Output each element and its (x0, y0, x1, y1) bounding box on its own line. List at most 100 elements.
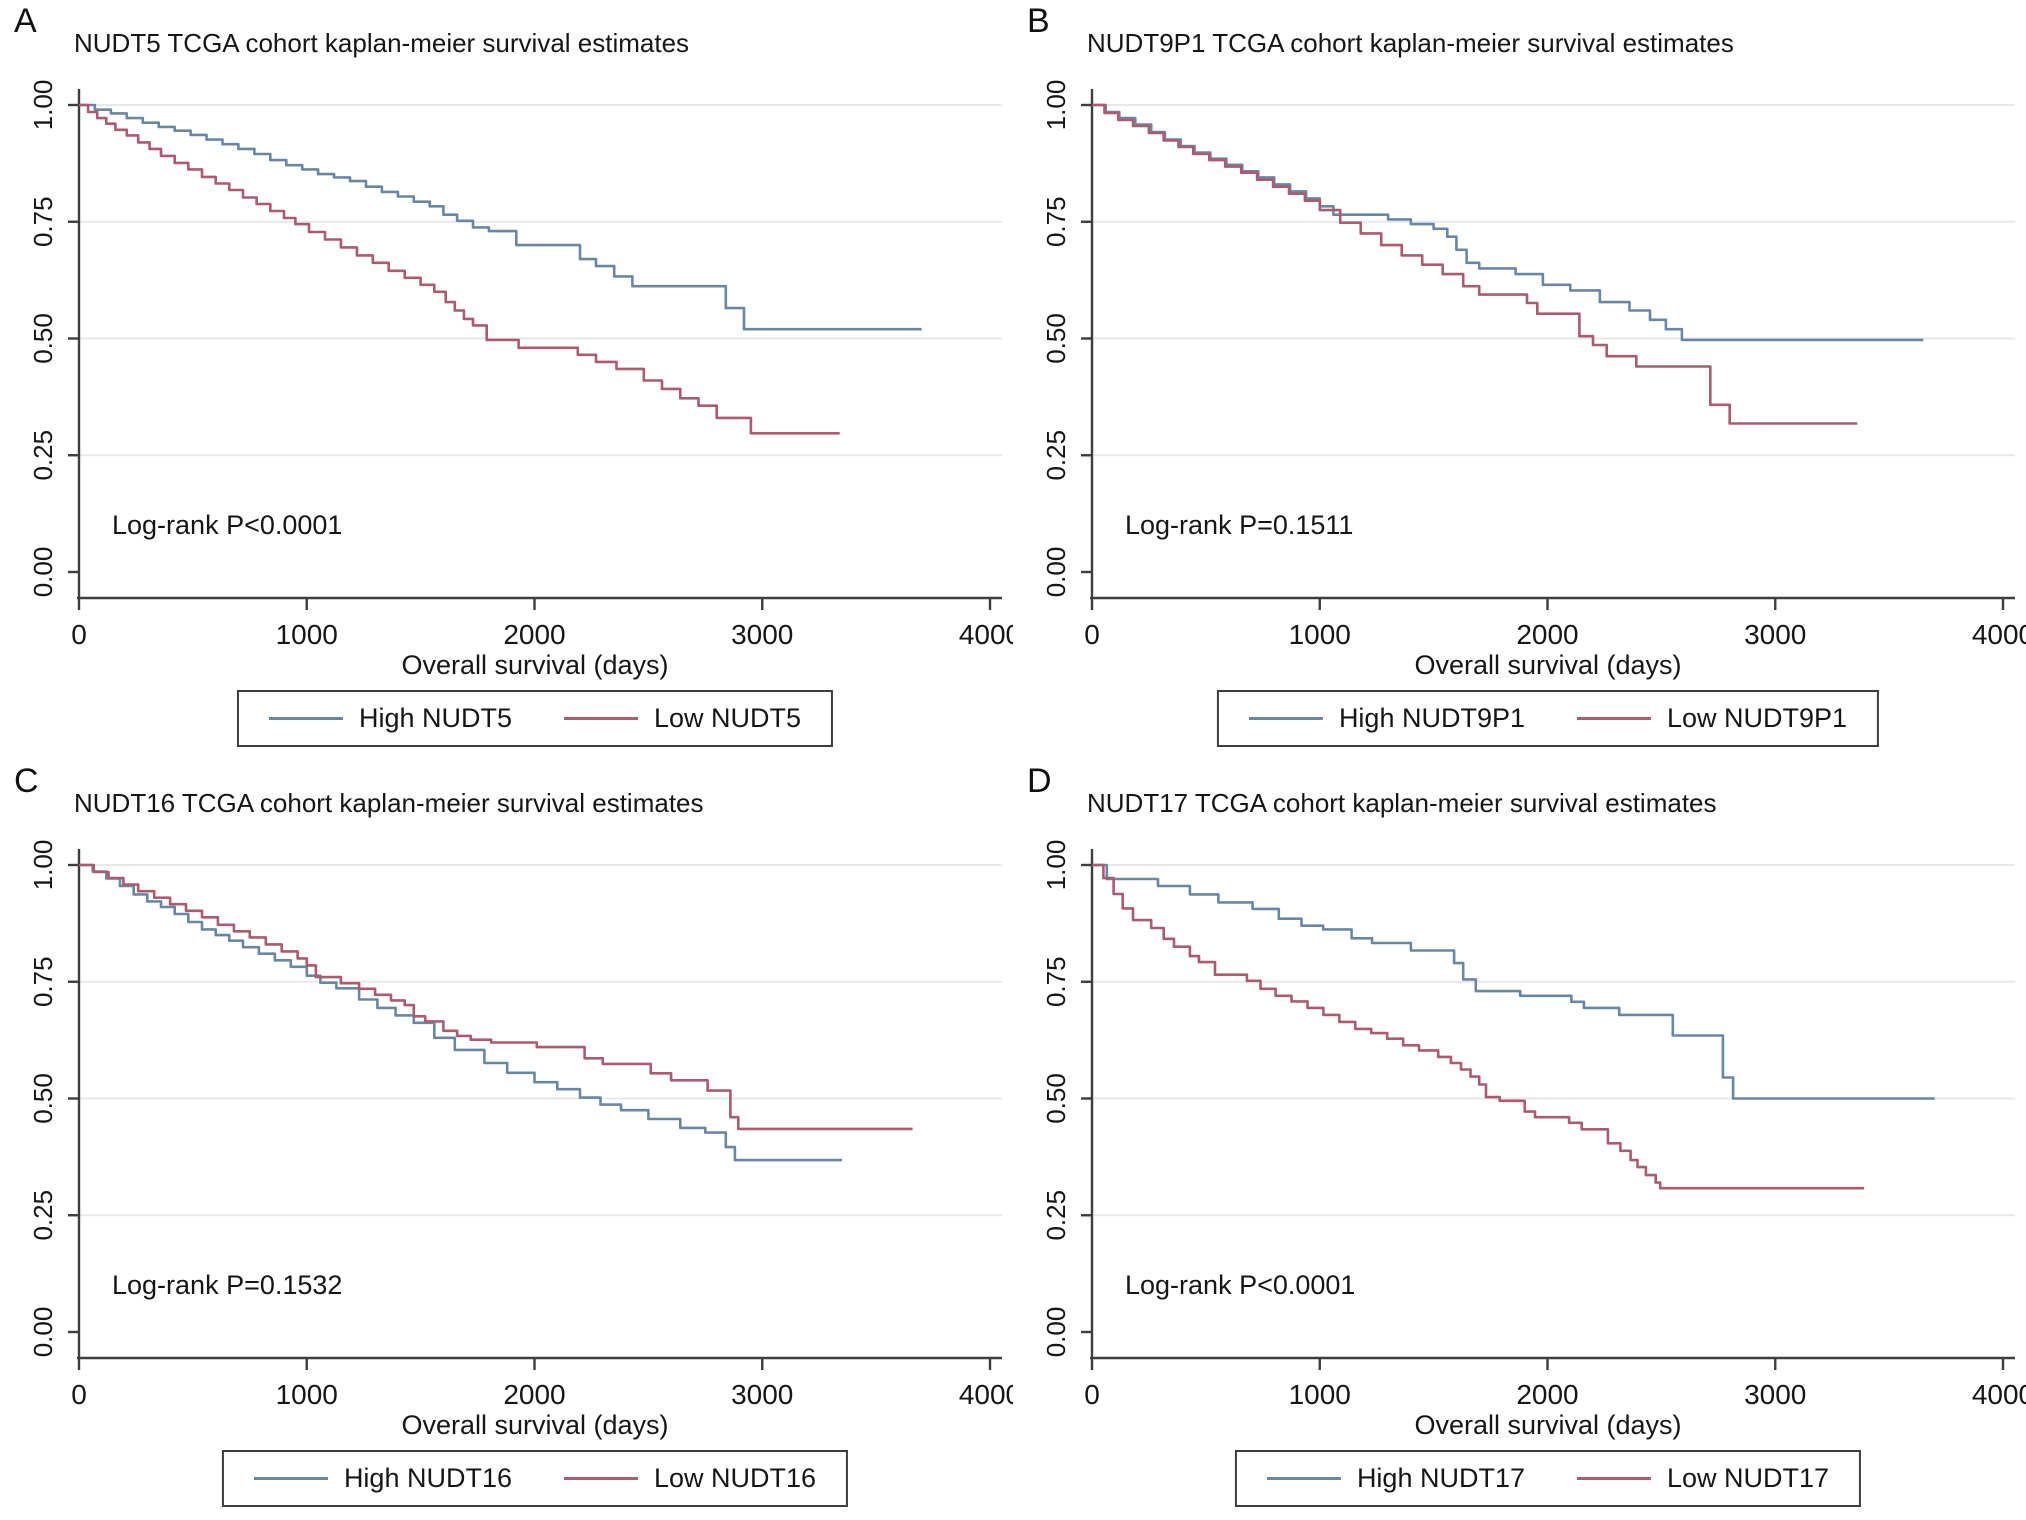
legend-label: High NUDT16 (343, 1463, 512, 1493)
log-rank-annotation: Log-rank P=0.1511 (1125, 510, 1354, 540)
legend-item: High NUDT17 (1266, 1463, 1525, 1494)
x-tick-label: 1000 (276, 1379, 338, 1410)
y-tick-label: 0.00 (28, 547, 58, 598)
y-tick-label: 0.75 (28, 956, 58, 1007)
log-rank-annotation: Log-rank P<0.0001 (1125, 1270, 1356, 1300)
high-series-line-swatch (253, 1477, 328, 1480)
km-plot: 1.00 0.75 0.50 0.25 0.00 0 1000 2000 3000 4000 (28, 80, 1013, 650)
y-tick-label: 0.75 (1041, 196, 1071, 247)
chart-title: NUDT9P1 TCGA cohort kaplan-meier surviva… (1087, 28, 1734, 58)
curve-low-nudt5 (79, 103, 840, 435)
legend-label: Low NUDT9P1 (1667, 703, 1848, 733)
km-plot: 1.00 0.75 0.50 0.25 0.00 0 1000 2000 3000 4000 (1041, 840, 2026, 1410)
y-tick-label: 0.50 (28, 1073, 58, 1124)
low-series-line-swatch (564, 717, 638, 720)
x-tick-label: 0 (71, 1379, 87, 1410)
legend: High NUDT17 Low NUDT17 (1234, 1450, 1862, 1507)
chart-title: NUDT16 TCGA cohort kaplan-meier survival… (74, 788, 704, 818)
y-tick-label: 0.00 (1041, 547, 1071, 598)
panel-D: D NUDT17 TCGA cohort kaplan-meier surviv… (1013, 760, 2026, 1520)
legend-item: Low NUDT9P1 (1577, 703, 1847, 734)
panel-B: B NUDT9P1 TCGA cohort kaplan-meier survi… (1013, 0, 2026, 760)
chart-title: NUDT17 TCGA cohort kaplan-meier survival… (1087, 788, 1717, 818)
x-axis-title: Overall survival (days) (1414, 1410, 1682, 1440)
y-tick-label: 0.50 (1041, 1073, 1071, 1124)
high-series-line-swatch (268, 717, 343, 720)
panel-letter: B (1027, 2, 1050, 40)
curve-low-nudt17 (1092, 863, 1865, 1190)
panel-letter: D (1027, 762, 1052, 800)
curve-low-nudt9p1 (1092, 103, 1858, 425)
y-tick-label: 0.25 (28, 430, 58, 481)
legend-label: High NUDT17 (1356, 1463, 1525, 1493)
high-series-line-swatch (1266, 1477, 1341, 1480)
panel-letter: A (14, 2, 37, 40)
x-tick-label: 3000 (1744, 619, 1806, 650)
x-tick-label: 2000 (1516, 1379, 1578, 1410)
legend-label: High NUDT5 (358, 703, 512, 733)
panel-C: C NUDT16 TCGA cohort kaplan-meier surviv… (0, 760, 1013, 1520)
y-tick-label: 0.75 (1041, 956, 1071, 1007)
low-series-line-swatch (564, 1477, 638, 1480)
y-tick-label: 0.25 (1041, 430, 1071, 481)
x-tick-label: 3000 (731, 619, 793, 650)
x-axis-title: Overall survival (days) (1414, 650, 1682, 680)
y-tick-label: 1.00 (28, 80, 58, 131)
chart-title: NUDT5 TCGA cohort kaplan-meier survival … (74, 28, 690, 58)
legend-label: Low NUDT5 (654, 703, 802, 733)
x-tick-label: 3000 (1744, 1379, 1806, 1410)
y-tick-label: 0.25 (1041, 1190, 1071, 1241)
x-tick-label: 1000 (276, 619, 338, 650)
x-tick-label: 3000 (731, 1379, 793, 1410)
curve-high-nudt17 (1092, 863, 1935, 1100)
legend-label: Low NUDT16 (654, 1463, 817, 1493)
curve-low-nudt16 (79, 863, 913, 1131)
y-tick-label: 0.50 (1041, 313, 1071, 364)
km-plot: 1.00 0.75 0.50 0.25 0.00 0 1000 2000 3000 4000 (1041, 80, 2026, 650)
log-rank-annotation: Log-rank P<0.0001 (112, 510, 343, 540)
x-tick-label: 4000 (959, 1379, 1013, 1410)
y-tick-label: 0.00 (1041, 1307, 1071, 1358)
x-tick-label: 4000 (1972, 619, 2026, 650)
panel-letter: C (14, 762, 39, 800)
x-tick-label: 0 (71, 619, 87, 650)
x-tick-label: 2000 (503, 619, 565, 650)
x-tick-label: 4000 (959, 619, 1013, 650)
km-plot: 1.00 0.75 0.50 0.25 0.00 0 1000 2000 3000 4000 (28, 840, 1013, 1410)
high-series-line-swatch (1248, 717, 1323, 720)
legend-item: High NUDT5 (268, 703, 512, 734)
low-series-line-swatch (1577, 1477, 1651, 1480)
legend-item: High NUDT16 (253, 1463, 512, 1494)
legend: High NUDT9P1 Low NUDT9P1 (1216, 690, 1880, 747)
x-tick-label: 2000 (503, 1379, 565, 1410)
legend-item: High NUDT9P1 (1248, 703, 1525, 734)
y-tick-label: 1.00 (1041, 840, 1071, 891)
legend-item: Low NUDT5 (564, 703, 801, 734)
x-tick-label: 0 (1084, 1379, 1100, 1410)
legend: High NUDT16 Low NUDT16 (221, 1450, 849, 1507)
x-tick-label: 1000 (1289, 619, 1351, 650)
x-tick-label: 0 (1084, 619, 1100, 650)
x-axis-title: Overall survival (days) (401, 1410, 669, 1440)
legend-item: Low NUDT17 (1577, 1463, 1829, 1494)
curve-high-nudt5 (79, 103, 922, 331)
legend-label: Low NUDT17 (1667, 1463, 1830, 1493)
legend-item: Low NUDT16 (564, 1463, 816, 1494)
x-tick-label: 2000 (1516, 619, 1578, 650)
x-tick-label: 1000 (1289, 1379, 1351, 1410)
y-tick-label: 1.00 (28, 840, 58, 891)
y-tick-label: 0.25 (28, 1190, 58, 1241)
y-tick-label: 0.00 (28, 1307, 58, 1358)
log-rank-annotation: Log-rank P=0.1532 (112, 1270, 343, 1300)
legend: High NUDT5 Low NUDT5 (236, 690, 834, 747)
x-tick-label: 4000 (1972, 1379, 2026, 1410)
low-series-line-swatch (1577, 717, 1651, 720)
y-tick-label: 0.50 (28, 313, 58, 364)
y-tick-label: 0.75 (28, 196, 58, 247)
panel-A: A NUDT5 TCGA cohort kaplan-meier surviva… (0, 0, 1013, 760)
x-axis-title: Overall survival (days) (401, 650, 669, 680)
curve-high-nudt16 (79, 863, 842, 1162)
y-tick-label: 1.00 (1041, 80, 1071, 131)
legend-label: High NUDT9P1 (1338, 703, 1525, 733)
